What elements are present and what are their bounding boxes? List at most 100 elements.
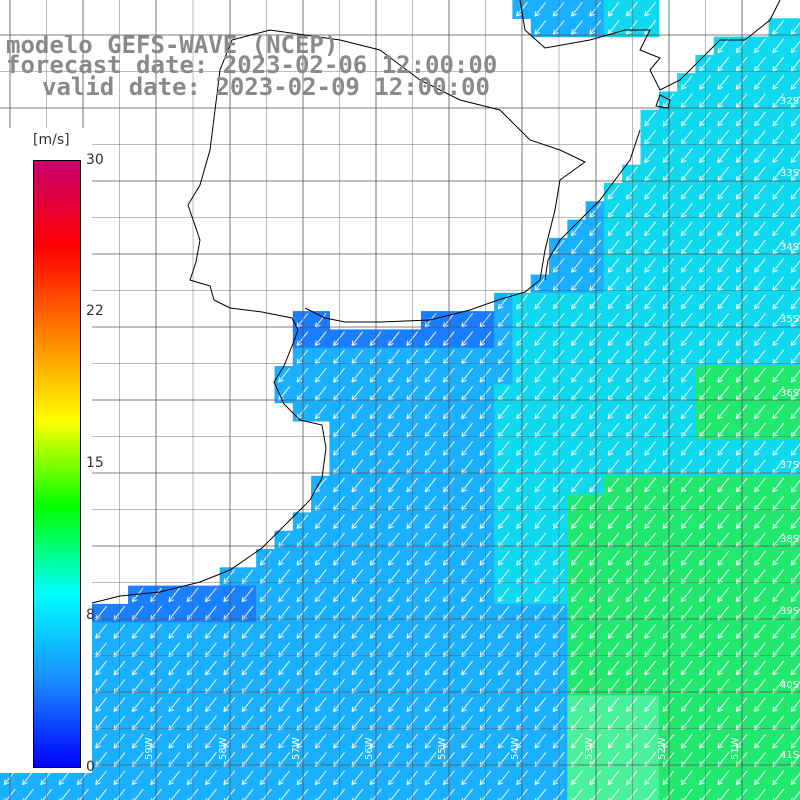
wind-arrow [644,422,657,438]
wind-arrow [314,367,327,383]
wind-arrow [790,406,800,420]
wind-arrow [662,221,675,237]
wind-cell [786,256,800,276]
latitude-label: 34S [780,242,799,253]
wind-cell [786,274,800,294]
wind-arrow [699,166,711,182]
wind-arrow [589,441,602,456]
wind-arrow [754,367,766,383]
wind-arrow [351,770,364,786]
wind-arrow [571,294,583,310]
wind-arrow [589,514,602,529]
wind-cell [786,292,800,312]
wind-arrow [589,477,602,493]
wind-arrow [131,697,144,712]
wind-arrow [790,553,800,566]
wind-arrow [754,624,766,639]
wind-arrow [297,788,309,800]
wind-arrow [168,733,181,749]
wind-arrow [699,624,711,639]
wind-arrow [589,258,602,273]
wind-arrow [644,294,657,310]
wind-arrow [717,770,730,786]
wind-arrow [644,1,657,17]
wind-arrow [607,624,620,639]
wind-arrow [223,660,236,676]
wind-arrow [662,258,675,273]
wind-arrow [699,514,711,529]
wind-arrow [680,550,693,566]
wind-arrow [772,550,785,566]
wind-arrow [296,331,309,346]
wind-arrow [497,514,510,529]
wind-arrow [315,788,327,800]
wind-arrow [680,404,693,420]
wind-arrow [589,770,602,786]
wind-arrow [717,660,730,676]
wind-arrow [552,20,565,35]
wind-arrow [571,770,583,786]
wind-arrow [607,404,620,420]
wind-arrow [552,587,565,603]
wind-arrow [790,717,800,731]
coastline-east [544,129,641,281]
wind-arrow [625,624,638,639]
wind-arrow [644,715,657,731]
wind-arrow [625,294,638,310]
wind-arrow [699,441,711,456]
wind-arrow [131,587,144,603]
wind-cell [786,475,800,495]
wind-arrow [625,660,638,676]
wind-cell [786,567,800,587]
wind-arrow [461,331,474,346]
wind-arrow [681,788,693,800]
wind-cell [786,146,800,166]
wind-arrow [259,733,272,749]
wind-arrow [772,770,785,786]
wind-cell [786,457,800,477]
wind-arrow [717,404,730,420]
wind-cell [786,677,800,696]
wind-arrow [314,624,327,639]
wind-arrow [754,514,766,529]
wind-arrow [168,715,181,731]
wind-arrow [790,205,800,218]
wind-arrow [717,367,730,383]
wind-arrow [717,733,730,749]
wind-arrow [296,733,309,749]
wind-arrow [58,770,71,786]
wind-arrow [589,20,602,35]
wind-arrow [699,56,711,72]
wind-arrow [754,221,766,237]
latitude-label: 41S [780,750,799,761]
wind-arrow [498,788,510,800]
wind-arrow [241,733,254,749]
wind-arrow [772,441,785,456]
wind-arrow [571,733,583,749]
wind-arrow [333,624,345,639]
wind-cell [786,164,800,184]
coastline-north [519,0,781,91]
wind-arrow [772,56,785,72]
wind-arrow [607,587,620,603]
wind-arrow [333,550,345,566]
longitude-label: 51W [730,737,741,760]
wind-arrow [333,660,345,676]
wind-arrow [535,788,547,800]
wind-arrow [644,697,657,712]
wind-arrow [424,624,437,639]
wind-cell [732,786,751,800]
wind-arrow [314,733,327,749]
longitude-label: 54W [510,737,521,760]
wind-arrow [772,331,785,346]
wind-arrow [259,550,272,566]
wind-arrow [205,660,217,676]
wind-arrow [278,733,291,749]
latitude-label: 37S [780,460,799,471]
wind-arrow [644,203,657,218]
wind-arrow [626,788,638,800]
wind-arrow [699,75,711,90]
wind-arrow [314,331,327,346]
wind-arrow [680,258,693,273]
wind-cell [786,183,800,202]
